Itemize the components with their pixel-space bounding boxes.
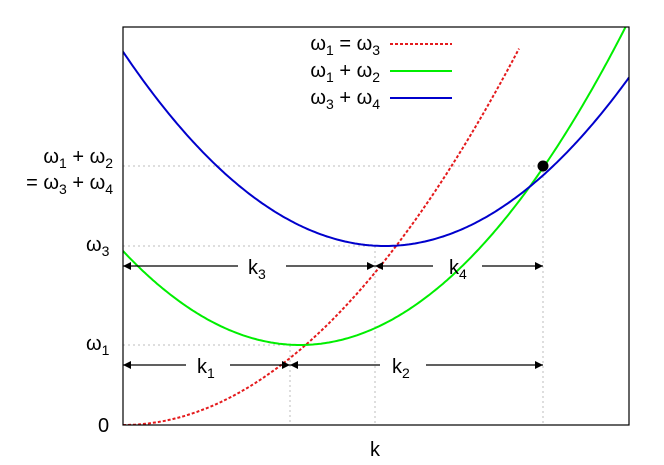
omega1-eq-omega3-curve — [123, 48, 520, 425]
k1-label: k1 — [197, 356, 215, 381]
legend-label-omega3-plus-omega4: ω3 + ω4 — [310, 87, 380, 112]
legend-label-omega1-eq-omega3: ω1 = ω3 — [310, 33, 380, 58]
legend-label-omega1-plus-omega2: ω1 + ω2 — [310, 60, 380, 85]
legend: ω1 = ω3 ω1 + ω2 ω3 + ω4 — [310, 33, 452, 112]
plot-frame — [122, 26, 630, 426]
intersection-dot — [537, 160, 549, 172]
k3-label: k3 — [248, 257, 266, 282]
y-label-sum-line1: ω1 + ω2 — [43, 146, 113, 171]
k4-label: k4 — [449, 257, 467, 282]
guide-lines — [123, 165, 544, 425]
interval-arrows — [123, 262, 543, 369]
y-label-zero: 0 — [98, 415, 109, 437]
y-label-sum-line2: = ω3 + ω4 — [26, 172, 113, 197]
y-label-omega1: ω1 — [86, 333, 110, 358]
y-label-omega3: ω3 — [86, 234, 110, 259]
omega3-plus-omega4-curve — [123, 51, 629, 247]
x-axis-label: k — [370, 439, 381, 461]
k2-label: k2 — [392, 356, 410, 381]
